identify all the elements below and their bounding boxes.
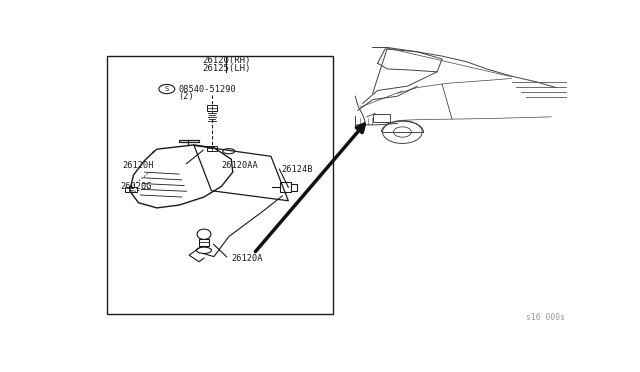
Text: 26125(LH): 26125(LH) — [202, 64, 250, 74]
Text: 26120H: 26120H — [122, 161, 154, 170]
Bar — [280, 182, 291, 192]
Text: 26020G: 26020G — [121, 182, 152, 191]
Ellipse shape — [223, 149, 235, 154]
Ellipse shape — [196, 247, 211, 253]
Text: 26120(RH): 26120(RH) — [202, 56, 250, 65]
Text: (2): (2) — [178, 92, 194, 101]
Bar — [199, 240, 209, 246]
Text: 26120AA: 26120AA — [221, 161, 258, 170]
Text: 08540-51290: 08540-51290 — [178, 84, 236, 93]
Bar — [291, 184, 297, 191]
Text: s16 000s: s16 000s — [526, 314, 565, 323]
Text: 26124B: 26124B — [281, 165, 312, 174]
Bar — [125, 187, 137, 192]
Text: 26120A: 26120A — [231, 254, 263, 263]
Bar — [207, 105, 218, 110]
Ellipse shape — [197, 229, 211, 240]
Bar — [207, 146, 218, 151]
Text: S: S — [164, 86, 169, 92]
Bar — [372, 114, 390, 122]
Bar — [108, 56, 333, 314]
